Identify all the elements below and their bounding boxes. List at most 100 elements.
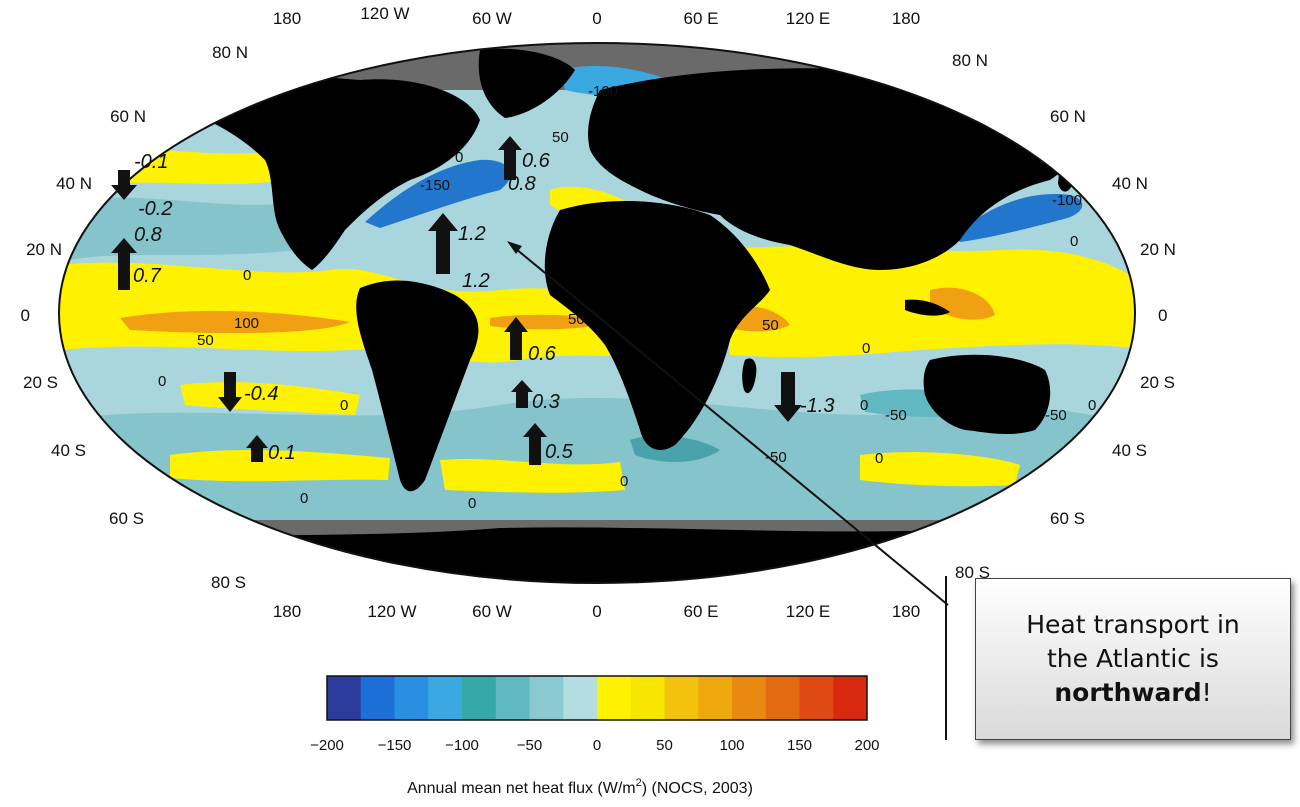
callout-box: Heat transport in the Atlantic is northw…	[975, 578, 1291, 740]
contour-label: 0	[862, 340, 870, 357]
contour-label: 0	[468, 495, 476, 512]
colorbar-title: Annual mean net heat flux (W/m2) (NOCS, …	[407, 777, 753, 797]
colorbar-tick-label: −100	[445, 737, 479, 754]
arrow-up-icon	[246, 435, 268, 462]
colorbar-swatch	[327, 676, 362, 720]
contour-label: 0	[340, 397, 348, 414]
colorbar-swatch	[833, 676, 868, 720]
colorbar-swatch	[428, 676, 463, 720]
equatorial-pacific-orange	[120, 310, 350, 334]
transport-value: 1.2	[462, 270, 490, 292]
latitude-label: 40 N	[1112, 174, 1148, 193]
contour-label: 0	[1070, 233, 1078, 250]
contour-label: -150	[420, 177, 450, 194]
arrow-down-icon	[774, 372, 802, 422]
contour-label: 0	[860, 397, 868, 414]
longitude-label: 120 W	[360, 4, 409, 23]
transport-value: 0.5	[545, 441, 574, 463]
colorbar-tick-label: 100	[719, 737, 744, 754]
europe-asia	[588, 68, 1093, 271]
contour-label: 0	[455, 149, 463, 166]
colorbar-title-end: ) (NOCS, 2003)	[642, 780, 753, 797]
contour-label: -100	[1052, 192, 1082, 209]
transport-arrows	[111, 136, 802, 465]
contour-label: 50	[552, 129, 569, 146]
contour-label: -50	[1045, 407, 1067, 424]
colorbar-swatch	[360, 676, 395, 720]
latitude-label: 60 N	[110, 107, 146, 126]
south-pacific-yellow-band	[170, 449, 390, 482]
latitude-label: 60 S	[109, 509, 144, 528]
arrow-up-icon	[523, 423, 547, 465]
transport-value: 0.3	[532, 391, 560, 413]
latitude-label: 20 N	[26, 240, 62, 259]
colorbar-swatch	[462, 676, 497, 720]
colorbar-frame	[326, 675, 868, 721]
longitude-label: 180	[273, 9, 301, 28]
colorbar-swatch	[563, 676, 598, 720]
colorbar-tick-label: 50	[656, 737, 673, 754]
callout-pointer	[509, 243, 949, 606]
latitude-label: 40 S	[51, 441, 86, 460]
transport-labels: -0.1 -0.2 0.8 0.7 0.6 0.8 1.2 1.2 0.6 0.…	[133, 150, 834, 464]
latitude-label: 40 N	[56, 174, 92, 193]
world-map: -100 50 0 -150 -100 0 0 100 50 50 50 0 0…	[21, 4, 1176, 621]
indonesia	[905, 299, 950, 316]
latitude-label: 60 S	[1050, 509, 1085, 528]
latitude-label: 20 S	[23, 373, 58, 392]
gulf-stream-blue	[365, 159, 511, 228]
arrow-up-icon	[498, 136, 522, 180]
contour-label: 0	[300, 490, 308, 507]
contour-label: -100	[588, 83, 618, 100]
colorbar-tick-label: −150	[378, 737, 412, 754]
colorbar-ticks: −200 −150 −100 −50 0 50 100 150 200	[310, 737, 879, 754]
colorbar-tick-label: 150	[787, 737, 812, 754]
longitude-label: 180	[273, 602, 301, 621]
latitude-labels-right: 80 N 60 N 40 N 20 N 0 20 S 40 S 60 S 80 …	[952, 51, 1176, 582]
longitude-label: 120 W	[367, 602, 416, 621]
africa	[544, 200, 770, 450]
transport-value: 0.7	[133, 265, 162, 287]
new-zealand	[1082, 439, 1096, 467]
south-atlantic-yellow-band	[440, 458, 625, 493]
pointer-arrowhead-icon	[507, 241, 522, 254]
australia	[923, 354, 1051, 435]
colorbar-swatch	[529, 676, 564, 720]
longitude-label: 60 E	[684, 602, 719, 621]
contour-label: 0	[875, 450, 883, 467]
south-indian-yellow-band	[860, 452, 1020, 487]
transport-value: 0.8	[508, 173, 536, 195]
callout-line-2: the Atlantic is	[1047, 644, 1219, 674]
arrow-up-icon	[504, 317, 528, 360]
longitude-label: 120 E	[786, 602, 830, 621]
longitude-label: 120 E	[786, 9, 830, 28]
latitude-label: 80 S	[211, 573, 246, 592]
latitude-label: 0	[1158, 306, 1167, 325]
callout-exclamation: !	[1201, 677, 1212, 707]
longitude-labels-bottom: 180 120 W 60 W 0 60 E 120 E 180	[273, 602, 920, 621]
map-border	[58, 42, 1136, 584]
colorbar-swatch	[495, 676, 530, 720]
colorbar: −200 −150 −100 −50 0 50 100 150 200 Annual mean …	[310, 675, 880, 797]
arrow-up-icon	[428, 213, 458, 274]
latitude-label: 20 N	[1140, 240, 1176, 259]
contour-label: -50	[765, 449, 787, 466]
colorbar-swatch	[630, 676, 665, 720]
callout-line-1: Heat transport in	[1026, 610, 1240, 640]
latitude-label: 80 S	[955, 563, 990, 582]
ocean-mid-band-south	[60, 397, 1135, 520]
contour-label: 100	[234, 315, 259, 332]
greenland	[478, 48, 575, 118]
longitude-label: 180	[892, 9, 920, 28]
contour-label: 0	[620, 473, 628, 490]
contour-label: 50	[762, 317, 779, 334]
ocean-mid-band-north	[70, 197, 300, 260]
latitude-labels-left: 80 N 60 N 40 N 20 N 0 20 S 40 S 60 S 80 …	[21, 43, 248, 592]
longitude-label: 60 W	[472, 602, 512, 621]
colorbar-swatch	[765, 676, 800, 720]
longitude-labels-top: 180 120 W 60 W 0 60 E 120 E 180	[273, 4, 920, 28]
callout-text: Heat transport in the Atlantic is northw…	[1026, 608, 1240, 709]
latitude-label: 0	[21, 306, 30, 325]
colorbar-swatch	[597, 676, 632, 720]
